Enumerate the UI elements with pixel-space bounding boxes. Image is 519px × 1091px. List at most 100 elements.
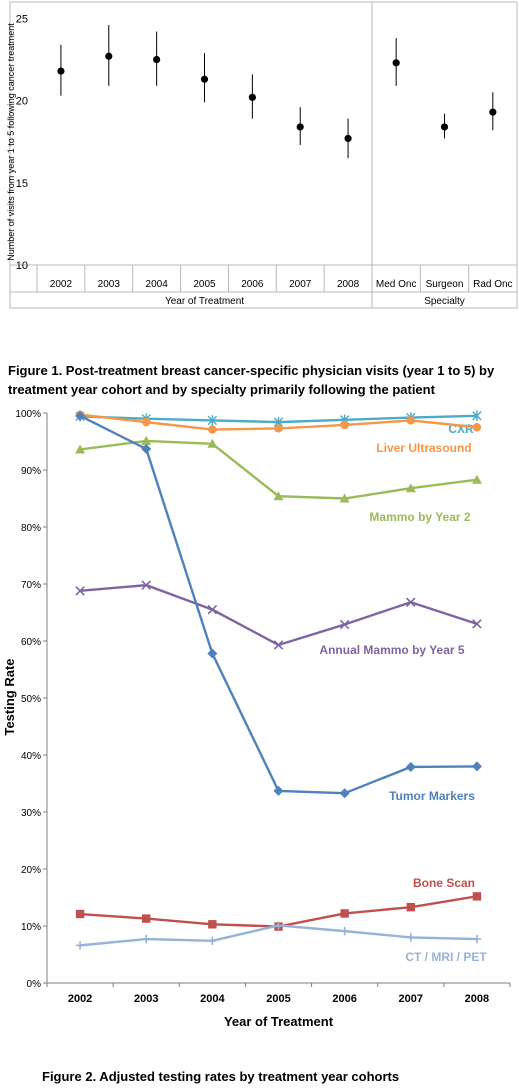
figure2-caption: Figure 2. Adjusted testing rates by trea… [42,1069,400,1084]
x-tick-label: 2002 [50,279,73,290]
y-tick-label: 20% [21,865,41,876]
series-mammo-by-year-2 [75,435,482,503]
x-group-label: Year of Treatment [165,296,244,307]
x-tick-label: 2007 [399,993,423,1005]
x-group-label: Specialty [424,296,465,307]
data-point [406,416,415,425]
data-point [142,914,151,923]
data-point [471,761,482,772]
data-point [142,417,151,427]
data-point [472,619,482,629]
y-tick-label: 25 [16,13,28,25]
x-tick-label: 2006 [241,279,264,290]
x-tick-label: 2003 [98,279,121,290]
series-label: Annual Mammo by Year 5 [319,643,464,657]
data-point [208,425,217,434]
data-point [273,491,284,501]
y-tick-label: 60% [21,637,41,648]
y-tick-label: 30% [21,808,41,819]
figure1-caption: Figure 1. Post-treatment breast cancer-s… [8,363,495,397]
data-point [75,410,86,421]
series-label: Liver Ultrasound [376,441,471,455]
x-tick-label: 2003 [134,993,158,1005]
y-tick-label: 10 [16,260,28,272]
x-tick-label: Surgeon [426,279,464,290]
x-tick-label: 2006 [332,993,356,1005]
data-point [472,423,482,432]
data-point [207,604,218,615]
x-tick-label: Med Onc [376,279,417,290]
data-point [200,75,209,83]
series-label: Tumor Markers [389,789,475,803]
data-point [340,909,349,918]
data-point [141,435,152,445]
data-point [471,474,482,484]
data-point [339,493,350,503]
data-point [392,59,400,67]
series-label: CT / MRI / PET [405,950,487,964]
data-point [472,934,482,944]
data-point [75,586,85,596]
y-tick-label: 15 [16,178,28,190]
series-liver-ultrasound [75,410,482,434]
x-tick-label: 2005 [266,993,290,1005]
data-point [296,123,304,131]
data-point [274,921,283,930]
x-tick-label: 2008 [465,993,489,1005]
figure2-chart: 0% 10% 20% 30% 40% 50% 60% 70% 80% 90% 100% 2002 200… [2,409,511,1029]
data-point [105,52,113,60]
y-axis-title: Number of visits from year 1 to 5 follow… [6,23,16,261]
data-point [340,926,349,936]
data-point [248,93,256,101]
series-label: Mammo by Year 2 [369,510,470,524]
data-point [75,909,85,919]
data-point [141,443,152,454]
data-point [274,424,283,433]
y-tick-label: 0% [27,979,42,990]
data-point [208,936,217,946]
y-tick-label: 100% [15,409,41,420]
series-label: Bone Scan [413,876,475,890]
data-point [207,648,218,659]
y-tick-label: 40% [21,751,41,762]
data-point [489,108,497,116]
data-point [142,934,151,944]
y-tick-label: 20 [16,96,28,108]
y-tick-label: 10% [21,922,41,933]
y-tick-label: 50% [21,694,41,705]
x-axis-title: Year of Treatment [224,1014,334,1029]
x-tick-label: 2007 [289,279,312,290]
x-tick-label: 2008 [337,279,360,290]
y-tick-label: 70% [21,580,41,591]
data-point [339,619,350,630]
data-point [141,580,151,590]
x-tick-label: 2002 [68,993,92,1005]
data-point [339,788,350,799]
x-tick-label: 2004 [146,279,169,290]
series-annual-mammo-by-year-5 [75,580,482,650]
data-point [75,941,85,950]
data-point [273,785,284,796]
data-point [153,55,161,64]
data-point [207,415,218,426]
data-point [75,444,86,454]
series-line [79,583,478,647]
data-point [405,483,416,493]
series-ct-mri-pet [75,921,482,950]
data-point [57,67,65,75]
data-point [440,123,449,131]
x-tick-label: 2004 [200,993,225,1005]
x-tick-label: Rad Onc [473,279,512,290]
series-tumor-markers [75,410,482,799]
data-point [208,920,217,929]
data-point [344,134,352,143]
data-point [472,410,482,422]
data-point [273,640,284,650]
x-tick-label: 2005 [193,279,216,290]
data-point [207,438,218,448]
y-tick-label: 80% [21,523,41,534]
plot-border [9,1,518,309]
y-axis-title: Testing Rate [2,658,17,735]
data-point [340,420,349,430]
